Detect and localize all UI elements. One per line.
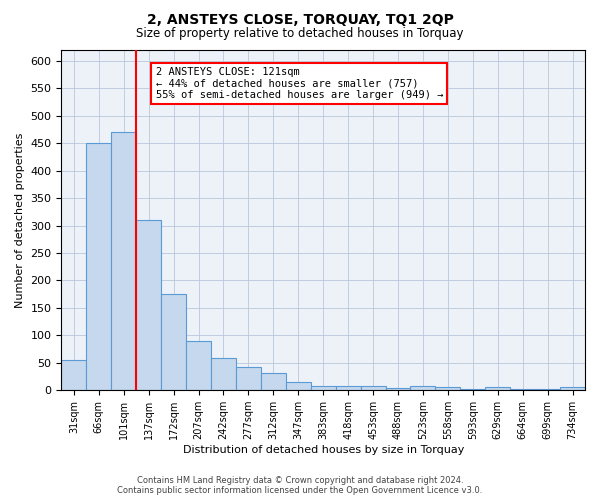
Bar: [460, 388, 485, 390]
Bar: [236, 367, 261, 390]
Bar: [136, 220, 161, 390]
Bar: [86, 144, 111, 390]
Bar: [335, 386, 361, 390]
Text: 2 ANSTEYS CLOSE: 121sqm
← 44% of detached houses are smaller (757)
55% of semi-d: 2 ANSTEYS CLOSE: 121sqm ← 44% of detache…: [155, 67, 443, 100]
Bar: [211, 358, 236, 390]
Bar: [161, 294, 186, 390]
Bar: [510, 388, 535, 390]
Bar: [410, 386, 436, 390]
Bar: [361, 386, 386, 390]
Bar: [186, 341, 211, 390]
X-axis label: Distribution of detached houses by size in Torquay: Distribution of detached houses by size …: [182, 445, 464, 455]
Bar: [436, 388, 460, 390]
Bar: [61, 360, 86, 390]
Text: 2, ANSTEYS CLOSE, TORQUAY, TQ1 2QP: 2, ANSTEYS CLOSE, TORQUAY, TQ1 2QP: [146, 12, 454, 26]
Bar: [286, 382, 311, 390]
Text: Size of property relative to detached houses in Torquay: Size of property relative to detached ho…: [136, 28, 464, 40]
Bar: [560, 387, 585, 390]
Text: Contains HM Land Registry data © Crown copyright and database right 2024.
Contai: Contains HM Land Registry data © Crown c…: [118, 476, 482, 495]
Bar: [311, 386, 335, 390]
Y-axis label: Number of detached properties: Number of detached properties: [15, 132, 25, 308]
Bar: [261, 372, 286, 390]
Bar: [535, 389, 560, 390]
Bar: [386, 388, 410, 390]
Bar: [111, 132, 136, 390]
Bar: [485, 388, 510, 390]
